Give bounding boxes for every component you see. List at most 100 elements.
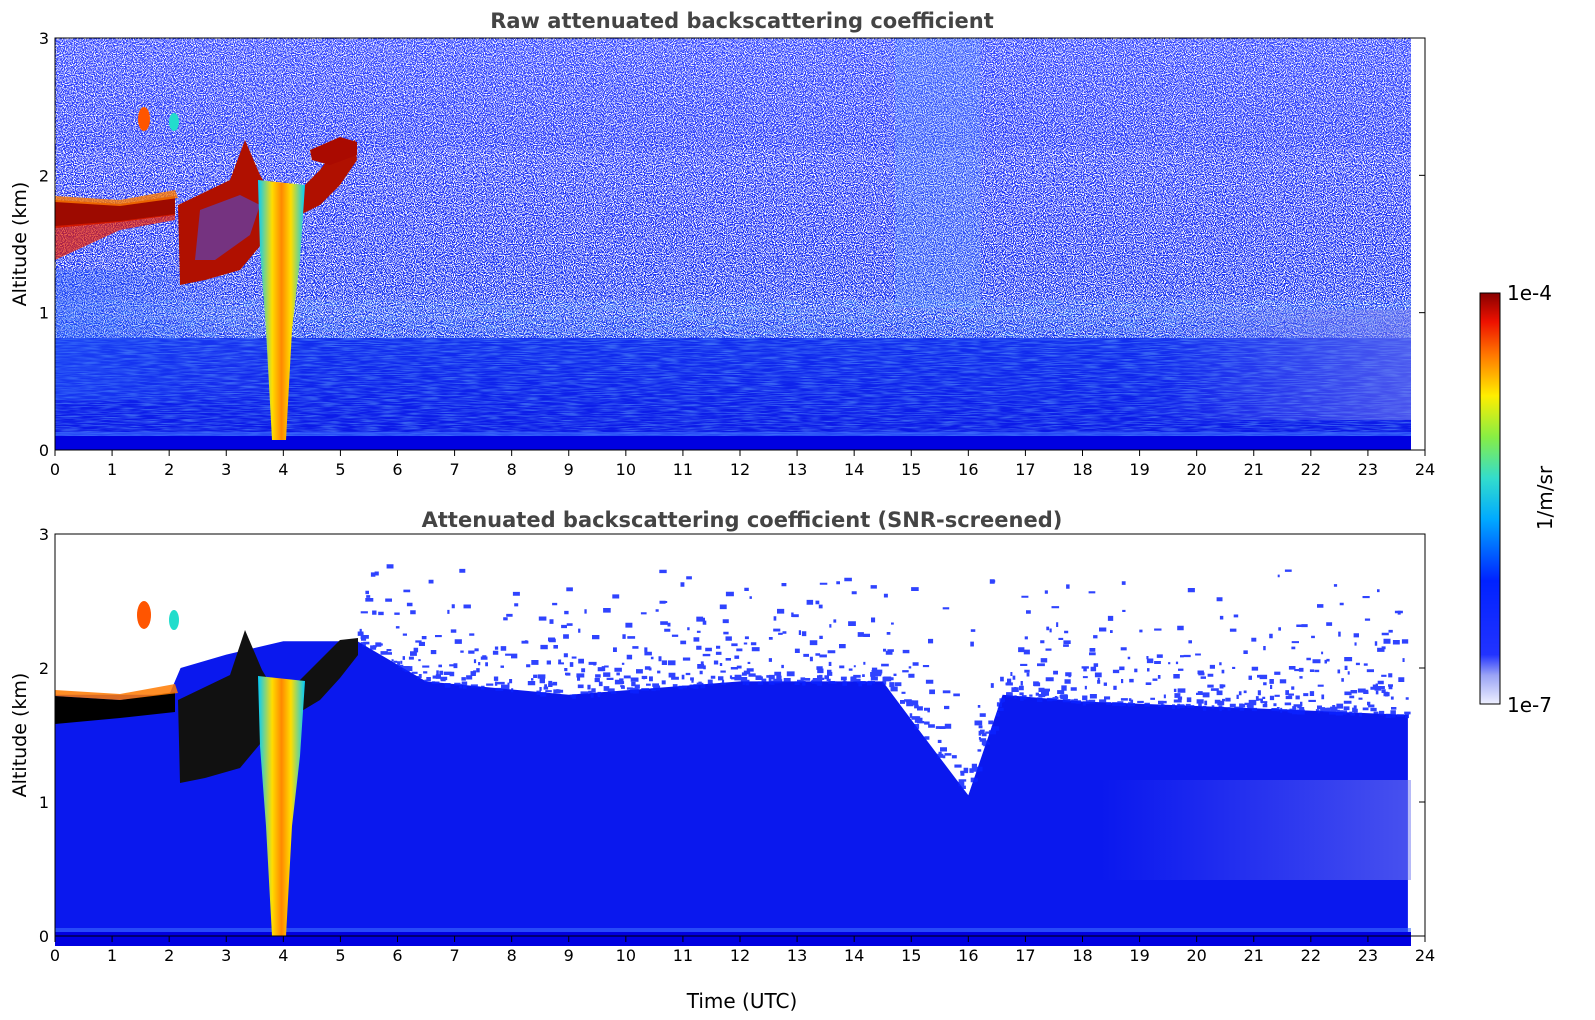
colorbar-max-label: 1e-4 — [1507, 281, 1552, 305]
x-tick-label: 0 — [50, 946, 60, 965]
x-tick-label: 13 — [787, 946, 807, 965]
x-tick-label: 21 — [1244, 460, 1264, 479]
raw-backscatter-panel: Raw attenuated backscattering coefficien… — [9, 9, 1435, 479]
x-tick-label: 18 — [1072, 460, 1092, 479]
x-tick-label: 23 — [1358, 460, 1378, 479]
x-axis-label: Time (UTC) — [686, 989, 798, 1013]
x-tick-label: 7 — [449, 946, 459, 965]
x-tick-label: 19 — [1129, 946, 1149, 965]
right-light-region — [1150, 310, 1411, 420]
precipitation-streak — [258, 180, 305, 440]
panel-title: Raw attenuated backscattering coefficien… — [490, 9, 994, 33]
y-tick-label: 3 — [39, 525, 49, 544]
x-tick-label: 11 — [673, 946, 693, 965]
x-tick-label: 22 — [1301, 946, 1321, 965]
x-tick-label: 15 — [901, 946, 921, 965]
cloud-layer-edge — [55, 190, 178, 206]
x-tick-label: 16 — [958, 946, 978, 965]
x-tick-label: 9 — [564, 946, 574, 965]
x-tick-label: 5 — [335, 460, 345, 479]
cloud-blob — [138, 107, 150, 131]
x-tick-label: 1 — [107, 946, 117, 965]
x-tick-label: 11 — [673, 460, 693, 479]
x-tick-label: 14 — [844, 946, 864, 965]
x-tick-label: 0 — [50, 460, 60, 479]
x-tick-label: 2 — [164, 946, 174, 965]
x-axis: 0 1 2 3 4 5 6 7 8 9 10 11 12 13 14 15 16 17 18 19 20 21 22 23 24 — [50, 450, 1435, 479]
x-tick-label: 13 — [787, 460, 807, 479]
y-tick-label: 0 — [39, 441, 49, 460]
y-tick-label: 1 — [39, 304, 49, 323]
cloud-blob — [169, 113, 179, 131]
panel-title: Attenuated backscattering coefficient (S… — [422, 508, 1063, 532]
y-tick-label: 2 — [39, 166, 49, 185]
x-tick-label: 2 — [164, 460, 174, 479]
x-tick-label: 19 — [1129, 460, 1149, 479]
x-tick-label: 12 — [730, 946, 750, 965]
near-surface-band — [55, 436, 1411, 450]
x-tick-label: 23 — [1358, 946, 1378, 965]
screened-backscatter-panel: Attenuated backscattering coefficient (S… — [9, 508, 1435, 1013]
cloud-blob — [169, 610, 179, 630]
x-tick-label: 10 — [616, 946, 636, 965]
x-tick-label: 3 — [221, 946, 231, 965]
x-axis: 0 1 2 3 4 5 6 7 8 9 10 11 12 13 14 15 16 17 18 19 20 21 22 23 24 — [50, 936, 1435, 965]
x-tick-label: 21 — [1244, 946, 1264, 965]
y-tick-label: 0 — [39, 927, 49, 946]
screened-data-region — [55, 641, 1408, 936]
x-tick-label: 10 — [616, 460, 636, 479]
colorbar-min-label: 1e-7 — [1507, 693, 1552, 717]
x-tick-label: 12 — [730, 460, 750, 479]
noise-column — [895, 38, 980, 308]
x-tick-label: 8 — [507, 460, 517, 479]
x-tick-label: 6 — [392, 946, 402, 965]
cloud-layer-edge — [55, 684, 178, 700]
cloud-layer — [55, 196, 175, 228]
x-tick-label: 17 — [1015, 946, 1035, 965]
y-tick-label: 3 — [39, 29, 49, 48]
y-axis: 0 1 2 3 — [39, 525, 1425, 946]
sparse-noise-points — [357, 564, 1411, 789]
colorbar: 1e-4 1e-7 1/m/sr — [1479, 281, 1557, 717]
y-axis-label: Altitude (km) — [9, 673, 31, 798]
x-tick-label: 20 — [1186, 460, 1206, 479]
y-tick-label: 2 — [39, 659, 49, 678]
cloud-layer — [55, 692, 175, 724]
right-aerosol-strand — [310, 137, 357, 165]
left-aerosol-haze — [55, 270, 295, 400]
y-axis: 0 1 2 3 — [39, 29, 1425, 460]
x-tick-label: 3 — [221, 460, 231, 479]
x-tick-label: 6 — [392, 460, 402, 479]
x-tick-label: 8 — [507, 946, 517, 965]
precipitation-streak — [258, 676, 305, 936]
aerosol-highlight — [195, 195, 260, 260]
x-tick-label: 24 — [1415, 460, 1435, 479]
y-axis-label: Altitude (km) — [9, 182, 31, 307]
x-tick-label: 20 — [1186, 946, 1206, 965]
x-tick-label: 4 — [278, 946, 288, 965]
x-tick-label: 17 — [1015, 460, 1035, 479]
x-tick-label: 24 — [1415, 946, 1435, 965]
cloud-layer-lower-edge — [55, 214, 175, 260]
colorbar-unit-label: 1/m/sr — [1533, 465, 1557, 530]
y-tick-label: 1 — [39, 793, 49, 812]
surface-row — [55, 432, 1411, 436]
cloud-blob — [137, 601, 151, 629]
x-tick-label: 18 — [1072, 946, 1092, 965]
x-tick-label: 15 — [901, 460, 921, 479]
x-tick-label: 7 — [449, 460, 459, 479]
near-surface-band — [55, 932, 1411, 946]
screened-heatmap — [55, 564, 1411, 946]
x-tick-label: 5 — [335, 946, 345, 965]
x-tick-label: 1 — [107, 460, 117, 479]
right-light-region — [1100, 780, 1411, 880]
colorbar-gradient — [1479, 292, 1501, 705]
x-tick-label: 4 — [278, 460, 288, 479]
x-tick-label: 22 — [1301, 460, 1321, 479]
x-tick-label: 14 — [844, 460, 864, 479]
x-tick-label: 9 — [564, 460, 574, 479]
x-tick-label: 16 — [958, 460, 978, 479]
backscatter-heatmap — [55, 38, 1411, 450]
surface-row — [55, 928, 1411, 932]
